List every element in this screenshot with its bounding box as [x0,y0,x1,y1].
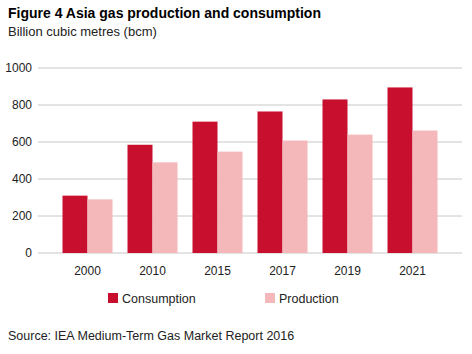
bar [218,152,243,253]
bars [63,87,438,253]
y-tick-label: 400 [12,172,32,186]
legend-label: Consumption [122,292,196,306]
chart-svg: Figure 4 Asia gas production and consump… [0,0,472,354]
x-tick-label: 2021 [399,264,426,278]
x-tick-label: 2019 [334,264,361,278]
y-tick-label: 600 [12,135,32,149]
bar [323,99,348,253]
x-tick-label: 2017 [269,264,296,278]
y-tick-label: 200 [12,209,32,223]
y-tick-label: 0 [25,246,32,260]
y-tick-label: 1000 [5,61,32,75]
source: Source: IEA Medium-Term Gas Market Repor… [8,329,294,343]
bar [63,196,88,253]
x-tick-label: 2015 [204,264,231,278]
x-tick-label: 2000 [74,264,101,278]
y-tick-label: 800 [12,98,32,112]
bar [258,111,283,253]
x-tick-label: 2010 [139,264,166,278]
legend-swatch [265,293,275,303]
bar [88,199,113,253]
bar [193,122,218,253]
bar [128,145,153,253]
title: Figure 4 Asia gas production and consump… [8,5,321,21]
subtitle: Billion cubic metres (bcm) [8,24,157,39]
chart-container: Figure 4 Asia gas production and consump… [0,0,472,354]
bar [413,131,438,253]
bar [153,162,178,253]
bar [388,87,413,253]
bar [283,141,308,253]
bar [348,135,373,253]
legend-swatch [108,293,118,303]
grid-line [38,68,462,69]
legend-label: Production [279,292,339,306]
